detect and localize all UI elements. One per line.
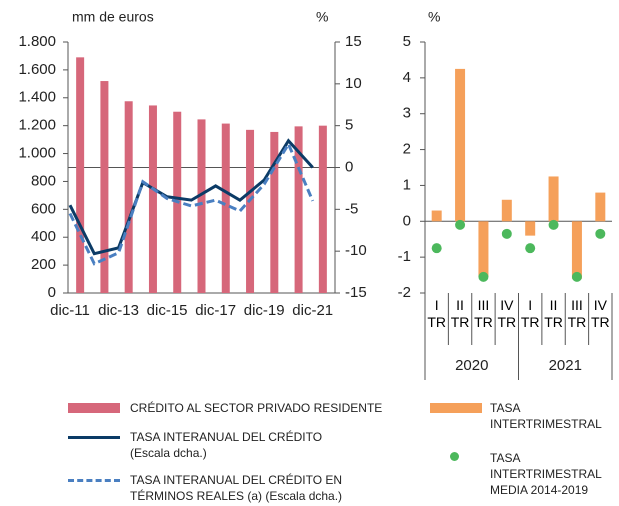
bar: [197, 119, 206, 294]
legend-label: TASA INTERTRIMESTRAL: [490, 401, 602, 431]
x-tick-label-box: II TR: [544, 297, 563, 330]
x-tick-label: dic-21: [292, 302, 333, 319]
tick-label: 1.000: [18, 145, 56, 162]
x-tick-label: III TR: [474, 297, 493, 330]
tick-label: 0: [345, 158, 353, 175]
x-tick-label-box: II TR: [450, 297, 470, 330]
tick-label: 1: [403, 176, 411, 193]
x-tick-label-box: III TR: [474, 297, 493, 330]
bar: [548, 176, 559, 222]
x-tick-label: dic-17: [195, 302, 236, 319]
dot: [501, 228, 512, 239]
dot: [571, 271, 582, 282]
bar: [270, 131, 279, 293]
tick-label: 800: [31, 172, 56, 189]
legend-swatch: [430, 403, 482, 413]
tick-label: 0: [403, 212, 411, 229]
charts: mm de euros % % 02004006008001.0001.2001…: [18, 9, 613, 380]
bar: [294, 126, 303, 293]
bar: [100, 81, 109, 294]
dot: [595, 228, 606, 239]
bar: [76, 57, 85, 293]
legend-label: CRÉDITO AL SECTOR PRIVADO RESIDENTE: [130, 401, 383, 415]
tick-label: 0: [48, 284, 56, 301]
x-tick-label: dic-13: [98, 302, 139, 319]
x-tick-label: II TR: [450, 297, 470, 330]
legend-swatch: [450, 452, 459, 461]
x-tick-label: II TR: [544, 297, 563, 330]
bar: [148, 105, 157, 293]
bar: [318, 125, 327, 294]
bar: [455, 68, 466, 222]
bar: [501, 199, 512, 222]
bar: [478, 221, 489, 277]
legend-swatch: [68, 479, 120, 482]
x-tick-label: dic-11: [50, 302, 90, 319]
year-label: 2021: [549, 357, 582, 374]
dot: [525, 243, 536, 254]
dot: [548, 219, 559, 230]
tick-label: -1: [398, 248, 411, 265]
year-label: 2020: [455, 357, 488, 374]
dot: [431, 243, 442, 254]
x-tick-label: I TR: [520, 297, 540, 330]
legend-label: TASA INTERANUAL DEL CRÉDITO (Escala dcha…: [130, 430, 323, 460]
bar: [595, 192, 606, 222]
x-tick-label: IV TR: [497, 297, 517, 330]
line-series: [68, 138, 314, 256]
y2-axis-label: %: [316, 9, 328, 25]
x-tick-label-box: I TR: [520, 297, 540, 330]
bar: [221, 123, 230, 293]
x-tick-label: I TR: [427, 297, 447, 330]
x-tick-label-box: IV TR: [590, 297, 610, 330]
legend-swatch: [68, 436, 120, 439]
bar: [431, 210, 442, 222]
tick-label: 1.200: [18, 117, 56, 134]
tick-label: 1.600: [18, 61, 56, 78]
tick-label: 600: [31, 200, 56, 217]
tick-label: 4: [403, 69, 411, 86]
y-axis-label: %: [428, 9, 440, 25]
tick-label: -5: [345, 200, 358, 217]
x-tick-label: III TR: [567, 297, 587, 330]
tick-label: -15: [345, 284, 367, 301]
bar: [124, 101, 133, 293]
tick-label: 400: [31, 228, 56, 245]
tick-label: 2: [403, 141, 411, 158]
tick-label: 5: [403, 33, 411, 50]
bar: [246, 129, 255, 293]
dot: [478, 271, 489, 282]
x-tick-label-box: I TR: [427, 297, 447, 330]
x-tick-label-box: III TR: [567, 297, 587, 330]
tick-label: -2: [398, 284, 411, 301]
bar: [525, 221, 536, 236]
dot: [455, 219, 466, 230]
x-tick-label: IV TR: [590, 297, 610, 330]
x-tick-label-box: IV TR: [497, 297, 517, 330]
tick-label: 5: [345, 117, 353, 134]
tick-label: 10: [345, 75, 362, 92]
x-tick-label: dic-15: [147, 302, 188, 319]
legend-label: TASA INTERANUAL DEL CRÉDITO EN TÉRMINOS …: [130, 473, 343, 503]
tick-label: 3: [403, 105, 411, 122]
tick-label: 15: [345, 33, 362, 50]
tick-label: 1.400: [18, 89, 56, 106]
tick-label: -10: [345, 242, 367, 259]
legend-swatch: [68, 403, 120, 413]
y-axis-label: mm de euros: [72, 9, 154, 25]
tick-label: 1.800: [18, 33, 56, 50]
line-series: [68, 140, 315, 266]
x-tick-label: dic-19: [244, 302, 285, 319]
bar: [571, 221, 582, 279]
legend-label: TASA INTERTRIMESTRAL MEDIA 2014-2019: [490, 451, 602, 497]
tick-label: 200: [31, 256, 56, 273]
